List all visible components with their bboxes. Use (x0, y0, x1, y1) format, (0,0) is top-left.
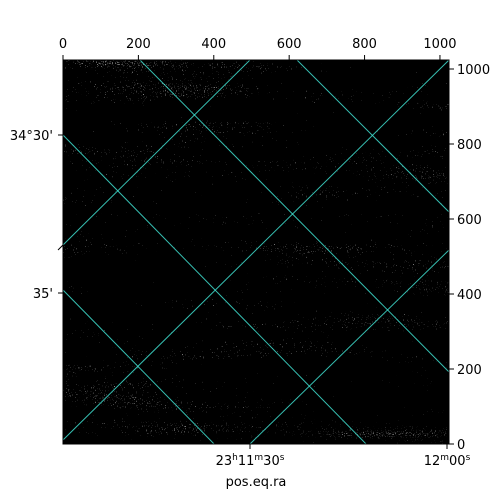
wcs-ra-part: h (232, 453, 238, 463)
x-tick-label: 400 (201, 37, 226, 52)
x-tick-label: 600 (277, 37, 302, 52)
wcs-ra-part: s (466, 453, 471, 463)
grid-line (63, 60, 449, 441)
grid-line (63, 60, 251, 246)
x-tick-label: 800 (352, 37, 377, 52)
y-tick-label: 400 (457, 288, 482, 303)
y-tick-label: 600 (457, 213, 482, 228)
y-tick-label: 200 (457, 363, 482, 378)
wcs-ra-part: m (440, 453, 449, 463)
wcs-ra-part: 11 (238, 454, 255, 469)
grid-line (63, 134, 367, 444)
y-tick-label: 1000 (457, 63, 490, 78)
wcs-ra-part: 23 (216, 454, 233, 469)
wcs-ra-part: 12 (424, 454, 441, 469)
wcs-ra-label: 23h11m30s (216, 453, 285, 469)
x-tick-label: 200 (126, 37, 151, 52)
grid-line (296, 60, 449, 213)
wcs-ra-part: 30 (263, 454, 280, 469)
wcs-ra-part: s (280, 453, 285, 463)
wcs-tick (57, 244, 64, 251)
grid-line (139, 60, 449, 373)
wcs-ra-part: 00 (449, 454, 466, 469)
y-tick-label: 0 (457, 438, 465, 453)
wcs-dec-label: 34°30' (10, 129, 53, 144)
coordinate-grid (63, 60, 449, 444)
wcs-ra-part: m (254, 453, 263, 463)
x-tick-label: 0 (59, 37, 67, 52)
x-axis-label: pos.eq.ra (226, 475, 287, 490)
y-tick-label: 800 (457, 138, 482, 153)
plot-frame (62, 59, 450, 445)
x-tick-label: 1000 (423, 37, 456, 52)
wcs-dec-label: 35' (33, 287, 53, 302)
grid-line (249, 249, 449, 444)
wcs-ra-label: 12m00s (424, 453, 471, 469)
grid-line (63, 289, 215, 444)
